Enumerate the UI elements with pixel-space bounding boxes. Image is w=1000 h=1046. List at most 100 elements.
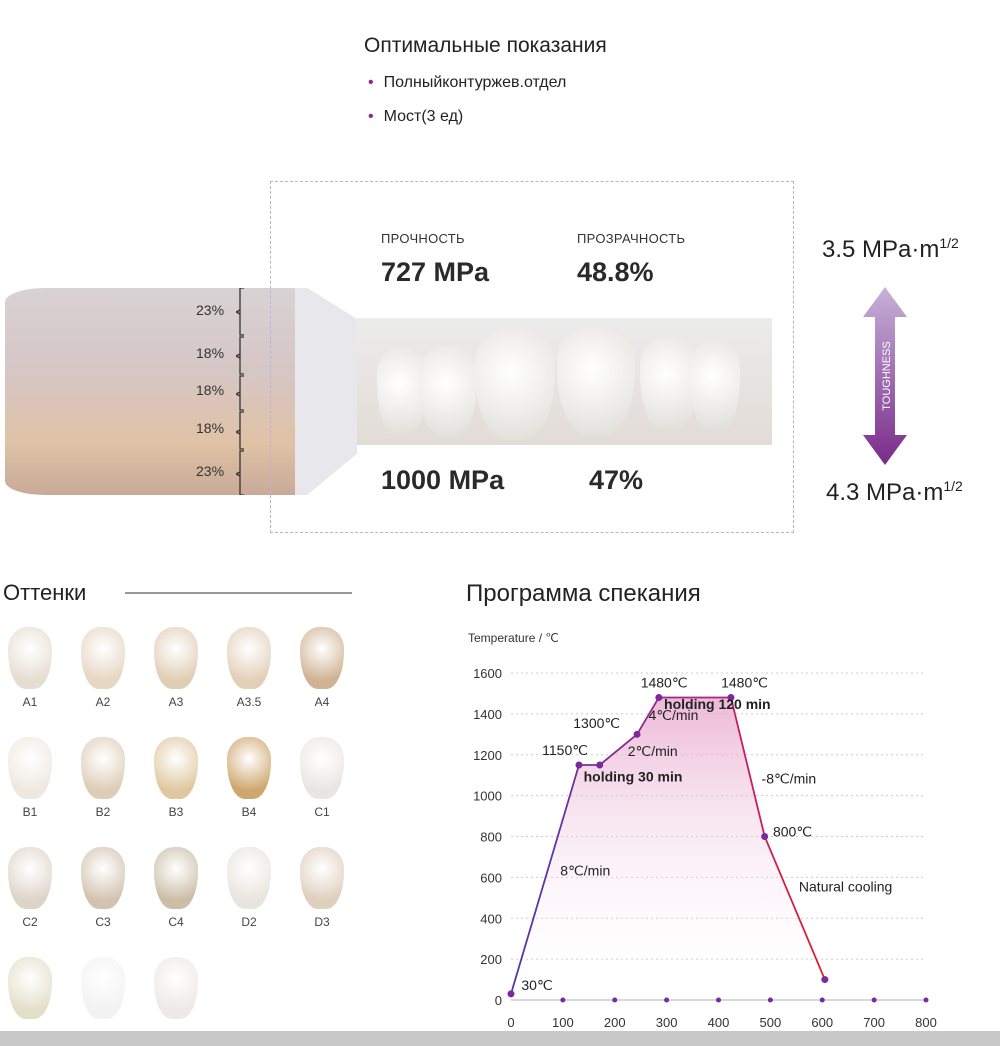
annotation: holding 120 min	[664, 696, 771, 712]
data-point	[761, 833, 769, 840]
shade-swatch[interactable]	[65, 957, 141, 1025]
properties-frame	[270, 181, 794, 533]
data-point	[575, 761, 583, 769]
layer-percent: 23%	[196, 302, 225, 318]
x-tick-label: 800	[915, 1015, 937, 1030]
tooth	[377, 348, 427, 436]
indications-title: Оптимальные показания	[364, 34, 607, 57]
tooth-shade-icon	[81, 847, 125, 909]
footer-bar	[0, 1031, 1000, 1046]
shade-swatch[interactable]	[138, 957, 214, 1025]
shade-label: D3	[314, 915, 330, 929]
toughness-arrow-icon: TOUGHNESS	[863, 287, 907, 465]
shade-swatch[interactable]: D2	[211, 847, 287, 929]
data-point	[507, 990, 515, 998]
annotation: 1480℃	[721, 674, 768, 690]
y-tick-label: 1000	[473, 789, 502, 804]
data-point	[821, 976, 829, 984]
shade-label: A4	[314, 695, 330, 709]
shade-swatch[interactable]: B1	[0, 737, 68, 819]
top-translucency: 48.8%	[577, 257, 654, 287]
tooth-shade-icon	[81, 627, 125, 689]
shade-swatch[interactable]: C3	[65, 847, 141, 929]
tooth-shade-icon	[300, 737, 344, 799]
x-tick-dot	[923, 997, 929, 1003]
data-point	[633, 730, 641, 738]
data-point	[655, 694, 663, 702]
shades-title: Оттенки	[3, 580, 87, 605]
shade-label: B3	[168, 805, 184, 819]
shade-swatch[interactable]: A2	[65, 627, 141, 709]
bottom-translucency: 47%	[589, 465, 644, 495]
y-axis-label: Temperature / ℃	[468, 631, 559, 645]
area-fill	[511, 697, 825, 1000]
y-tick-label: 0	[495, 993, 502, 1008]
tooth-shade-icon	[227, 847, 271, 909]
tooth	[557, 326, 635, 436]
y-tick-label: 600	[480, 870, 502, 885]
tooth-shade-icon	[8, 957, 52, 1019]
y-tick-label: 1600	[473, 666, 502, 681]
shade-swatch[interactable]: B2	[65, 737, 141, 819]
shade-label: A2	[95, 695, 111, 709]
annotation: 1300℃	[573, 715, 620, 731]
shade-label: B2	[95, 805, 111, 819]
tooth	[690, 340, 740, 432]
toughness-top: 3.5 MPa·m1/2	[822, 235, 959, 263]
indication-item: Полныйконтуржев.отдел	[368, 74, 567, 92]
shade-label: A3	[168, 695, 184, 709]
divider	[125, 592, 352, 594]
shade-swatch[interactable]	[0, 957, 68, 1025]
tooth	[475, 328, 555, 440]
translucency-label: ПРОЗРАЧНОСТЬ	[577, 231, 686, 246]
sintering-chart: Temperature / ℃0200400600800100012001400…	[468, 631, 937, 1030]
tooth-shade-icon	[154, 627, 198, 689]
annotation: Natural cooling	[799, 879, 892, 895]
shade-label: B4	[241, 805, 257, 819]
shade-swatch[interactable]: C4	[138, 847, 214, 929]
shade-swatch[interactable]: A4	[284, 627, 360, 709]
shade-swatch[interactable]: A3	[138, 627, 214, 709]
shade-swatch[interactable]: B4	[211, 737, 287, 819]
svg-text:TOUGHNESS: TOUGHNESS	[881, 341, 893, 410]
layer-percent: 23%	[196, 463, 225, 479]
shade-swatch[interactable]: D3	[284, 847, 360, 929]
tooth-shade-icon	[154, 957, 198, 1019]
x-tick-label: 300	[656, 1015, 678, 1030]
shade-swatch[interactable]: C1	[284, 737, 360, 819]
tooth-shade-icon	[154, 737, 198, 799]
y-tick-label: 800	[480, 830, 502, 845]
shade-swatch[interactable]: A3.5	[211, 627, 287, 709]
tooth-shade-icon	[81, 737, 125, 799]
shade-swatch[interactable]: A1	[0, 627, 68, 709]
tooth-shade-icon	[227, 737, 271, 799]
strength-label: ПРОЧНОСТЬ	[381, 231, 465, 246]
bridge-bar	[357, 318, 772, 445]
y-tick-label: 1200	[473, 748, 502, 763]
x-tick-label: 0	[507, 1015, 514, 1030]
x-tick-dot	[871, 997, 877, 1003]
annotation: -8℃/min	[762, 770, 817, 786]
data-point	[596, 761, 604, 769]
annotation: 1480℃	[641, 674, 688, 690]
layer-percent: 18%	[196, 382, 225, 398]
zirconia-disc	[5, 288, 305, 495]
layer-percent: 18%	[196, 420, 225, 436]
data-point	[727, 694, 735, 702]
x-tick-label: 200	[604, 1015, 626, 1030]
shade-swatch[interactable]: C2	[0, 847, 68, 929]
toughness-bottom: 4.3 MPa·m1/2	[826, 478, 963, 506]
shade-label: A1	[22, 695, 38, 709]
shade-swatch[interactable]: B3	[138, 737, 214, 819]
annotation: 2℃/min	[628, 743, 678, 759]
shade-label: C2	[22, 915, 38, 929]
layer-percent: 18%	[196, 345, 225, 361]
bottom-strength: 1000 MPa	[381, 465, 505, 495]
tooth-shade-icon	[8, 627, 52, 689]
x-tick-label: 500	[760, 1015, 782, 1030]
indication-item: Мост(3 ед)	[368, 108, 464, 126]
shade-label: A3.5	[236, 695, 262, 709]
tooth-shade-icon	[81, 957, 125, 1019]
x-tick-label: 700	[863, 1015, 885, 1030]
y-tick-label: 200	[480, 952, 502, 967]
